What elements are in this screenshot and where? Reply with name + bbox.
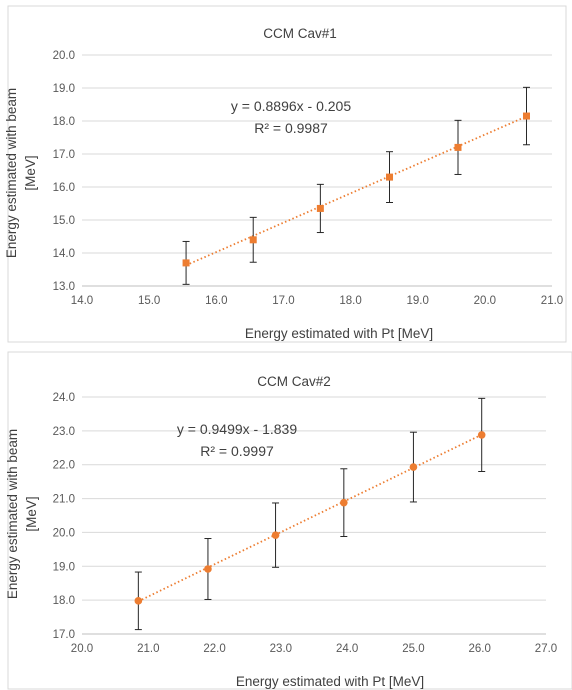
y-tick-label: 15.0 (53, 215, 75, 227)
x-tick-label: 27.0 (535, 643, 557, 655)
chart-1: CCM Cav#1 13.0 14.0 15.0 16.0 17.0 18.0 19.0 20… (4, 5, 567, 343)
x-tick-label: 23.0 (270, 643, 292, 655)
y-tick-label: 24.0 (53, 392, 75, 404)
data-point (271, 531, 280, 539)
data-point (477, 431, 486, 439)
chart-title: CCM Cav#2 (257, 374, 331, 389)
x-tick-label: 22.0 (203, 643, 225, 655)
y-tick-label: 18.0 (53, 116, 75, 128)
y-tick-label: 16.0 (53, 182, 75, 194)
x-tick-label: 18.0 (339, 295, 361, 307)
y-tick-label: 22.0 (53, 460, 75, 472)
x-tick-label: 21.0 (137, 643, 159, 655)
chart-2: CCM Cav#2 17.0 18.0 19.0 20.0 21.0 22.0 23.0 24… (5, 351, 572, 690)
data-point (204, 565, 212, 573)
y-tick-label: 20.0 (53, 527, 75, 539)
y-tick-label: 13.0 (53, 281, 75, 293)
trendline-equation: y = 0.8896x - 0.205 (231, 98, 351, 114)
x-tick-label: 19.0 (407, 295, 429, 307)
y-tick-label: 17.0 (53, 149, 75, 161)
x-tick-label: 20.0 (474, 295, 496, 307)
x-axis-label: Energy estimated with Pt [MeV] (236, 674, 424, 689)
y-tick-label: 14.0 (53, 248, 75, 260)
r-squared-label: R² = 0.9997 (200, 443, 274, 459)
x-tick-label: 15.0 (138, 295, 160, 307)
chart-title: CCM Cav#1 (263, 26, 337, 41)
chart-panel-1: CCM Cav#1 13.0 14.0 15.0 16.0 17.0 18.0 19.0 20… (0, 0, 572, 343)
data-point (522, 112, 530, 120)
y-axis-label-line-2: [MeV] (23, 155, 38, 190)
x-tick-label: 14.0 (71, 295, 93, 307)
y-tick-label: 19.0 (53, 83, 75, 95)
trendline-equation: y = 0.9499x - 1.839 (177, 421, 297, 437)
x-tick-label: 17.0 (272, 295, 294, 307)
x-tick-label: 20.0 (71, 643, 93, 655)
data-point (249, 236, 257, 244)
x-axis-label: Energy estimated with Pt [MeV] (245, 326, 433, 341)
data-point (454, 143, 462, 151)
data-point (340, 498, 348, 507)
data-point (182, 259, 190, 267)
y-tick-label: 18.0 (53, 595, 75, 607)
x-tick-label: 24.0 (336, 643, 358, 655)
r-squared-label: R² = 0.9987 (254, 120, 328, 136)
y-axis-label-line-1: Energy estimated with beam (4, 88, 19, 258)
y-axis-label-line-1: Energy estimated with beam (5, 429, 20, 599)
y-axis-label-line-2: [MeV] (24, 496, 39, 531)
x-tick-label: 21.0 (541, 295, 563, 307)
x-tick-label: 25.0 (402, 643, 424, 655)
x-tick-label: 26.0 (469, 643, 491, 655)
data-point (316, 204, 324, 212)
y-tick-label: 20.0 (53, 50, 75, 62)
data-point (134, 597, 143, 605)
x-tick-label: 16.0 (205, 295, 227, 307)
data-point (409, 463, 418, 471)
data-point (386, 173, 394, 181)
y-tick-label: 19.0 (53, 561, 75, 573)
y-tick-label: 23.0 (53, 426, 75, 438)
y-tick-label: 21.0 (53, 494, 75, 506)
chart-panel-2: CCM Cav#2 17.0 18.0 19.0 20.0 21.0 22.0 23.0 24… (0, 350, 572, 690)
y-tick-label: 17.0 (53, 629, 75, 641)
